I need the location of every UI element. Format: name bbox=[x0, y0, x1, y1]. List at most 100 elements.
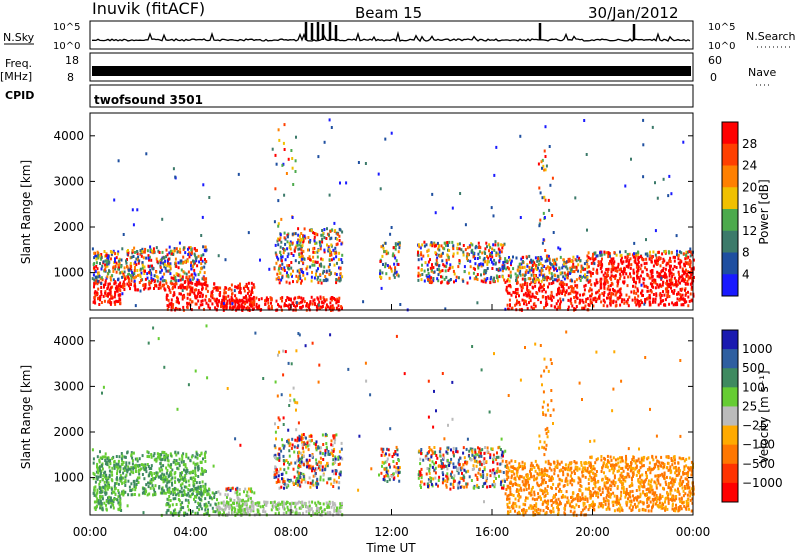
data-cell bbox=[292, 254, 295, 257]
data-cell bbox=[336, 278, 339, 282]
data-cell bbox=[338, 476, 340, 479]
data-cell bbox=[547, 276, 550, 280]
data-cell bbox=[101, 455, 104, 459]
data-cell bbox=[633, 289, 636, 293]
data-cell bbox=[559, 255, 562, 259]
data-cell bbox=[170, 279, 173, 283]
data-cell bbox=[314, 442, 317, 446]
data-cell bbox=[300, 232, 303, 235]
data-cell bbox=[283, 480, 286, 483]
freq-tick-bottom: 8 bbox=[67, 71, 74, 84]
data-cell bbox=[136, 476, 139, 480]
data-cell bbox=[290, 446, 293, 450]
data-cell bbox=[290, 252, 293, 255]
data-cell bbox=[299, 300, 302, 304]
data-cell bbox=[99, 504, 102, 508]
data-cell bbox=[634, 300, 637, 304]
data-cell bbox=[250, 293, 252, 297]
data-cell bbox=[274, 473, 277, 477]
data-cell bbox=[150, 455, 153, 459]
data-cell bbox=[301, 300, 304, 304]
data-cell bbox=[335, 278, 338, 281]
data-cell bbox=[512, 255, 514, 259]
data-cell bbox=[126, 282, 129, 286]
data-cell bbox=[169, 249, 172, 253]
data-cell bbox=[390, 226, 393, 229]
data-cell bbox=[149, 268, 152, 272]
data-cell bbox=[538, 186, 541, 190]
data-cell bbox=[222, 306, 225, 309]
data-cell bbox=[106, 275, 109, 279]
data-cell bbox=[108, 282, 111, 286]
data-cell bbox=[654, 253, 657, 257]
data-cell bbox=[283, 486, 285, 490]
data-cell bbox=[584, 283, 587, 287]
data-cell bbox=[201, 293, 204, 297]
data-cell bbox=[283, 507, 286, 511]
data-cell bbox=[676, 292, 678, 296]
data-cell bbox=[633, 241, 636, 245]
data-cell bbox=[263, 500, 266, 504]
data-cell bbox=[205, 277, 208, 281]
data-cell bbox=[177, 286, 180, 290]
data-cell bbox=[209, 299, 212, 303]
data-cell bbox=[690, 270, 693, 274]
data-cell bbox=[238, 290, 241, 294]
data-cell bbox=[140, 467, 142, 471]
data-cell bbox=[603, 252, 606, 256]
data-cell bbox=[519, 273, 522, 277]
data-cell bbox=[321, 465, 324, 469]
data-cell bbox=[195, 288, 197, 292]
data-cell bbox=[446, 451, 449, 455]
data-cell bbox=[575, 265, 578, 269]
data-cell bbox=[556, 291, 559, 295]
freq-label: Freq. bbox=[5, 57, 32, 70]
data-cell bbox=[448, 240, 451, 244]
data-cell bbox=[397, 474, 399, 478]
data-cell bbox=[104, 259, 107, 263]
data-cell bbox=[617, 262, 620, 266]
data-cell bbox=[275, 471, 278, 475]
data-cell bbox=[286, 271, 288, 275]
data-cell bbox=[205, 301, 208, 305]
data-cell bbox=[580, 264, 583, 268]
data-cell bbox=[202, 276, 205, 280]
nave-tick-bottom: 0 bbox=[710, 71, 717, 84]
data-cell bbox=[159, 266, 162, 270]
data-cell bbox=[116, 469, 119, 473]
data-cell bbox=[125, 259, 127, 263]
data-cell bbox=[462, 446, 465, 450]
data-cell bbox=[493, 276, 496, 280]
data-cell bbox=[184, 493, 187, 497]
data-cell bbox=[326, 464, 329, 468]
data-cell bbox=[179, 274, 182, 278]
data-cell bbox=[615, 266, 618, 270]
data-cell bbox=[637, 260, 640, 264]
data-cell bbox=[659, 273, 662, 277]
data-cell bbox=[613, 266, 616, 270]
data-cell bbox=[319, 475, 322, 479]
data-cell bbox=[117, 284, 120, 288]
data-cell bbox=[250, 281, 253, 285]
data-cell bbox=[309, 464, 312, 468]
data-cell bbox=[124, 479, 127, 483]
data-cell bbox=[670, 192, 673, 196]
beam-label: Beam 15 bbox=[355, 4, 422, 22]
data-cell bbox=[387, 469, 390, 473]
data-cell bbox=[289, 298, 292, 302]
data-cell bbox=[441, 251, 444, 255]
data-cell bbox=[197, 299, 200, 303]
data-cell bbox=[298, 512, 300, 516]
data-cell bbox=[418, 245, 421, 249]
data-cell bbox=[312, 231, 315, 235]
data-cell bbox=[654, 229, 657, 233]
data-cell bbox=[659, 256, 661, 260]
data-cell bbox=[228, 287, 231, 290]
data-cell bbox=[238, 502, 241, 506]
data-cell bbox=[251, 286, 254, 290]
data-cell bbox=[117, 482, 120, 486]
data-cell bbox=[662, 177, 665, 181]
data-cell bbox=[557, 246, 560, 250]
data-cell bbox=[545, 267, 548, 271]
